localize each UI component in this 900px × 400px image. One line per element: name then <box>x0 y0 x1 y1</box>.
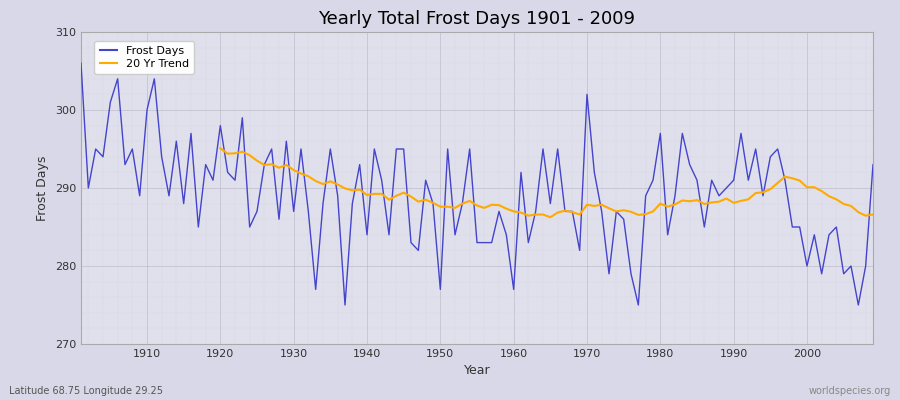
Text: Latitude 68.75 Longitude 29.25: Latitude 68.75 Longitude 29.25 <box>9 386 163 396</box>
Text: worldspecies.org: worldspecies.org <box>809 386 891 396</box>
Legend: Frost Days, 20 Yr Trend: Frost Days, 20 Yr Trend <box>94 41 194 74</box>
Y-axis label: Frost Days: Frost Days <box>36 155 50 221</box>
X-axis label: Year: Year <box>464 364 490 378</box>
Title: Yearly Total Frost Days 1901 - 2009: Yearly Total Frost Days 1901 - 2009 <box>319 10 635 28</box>
